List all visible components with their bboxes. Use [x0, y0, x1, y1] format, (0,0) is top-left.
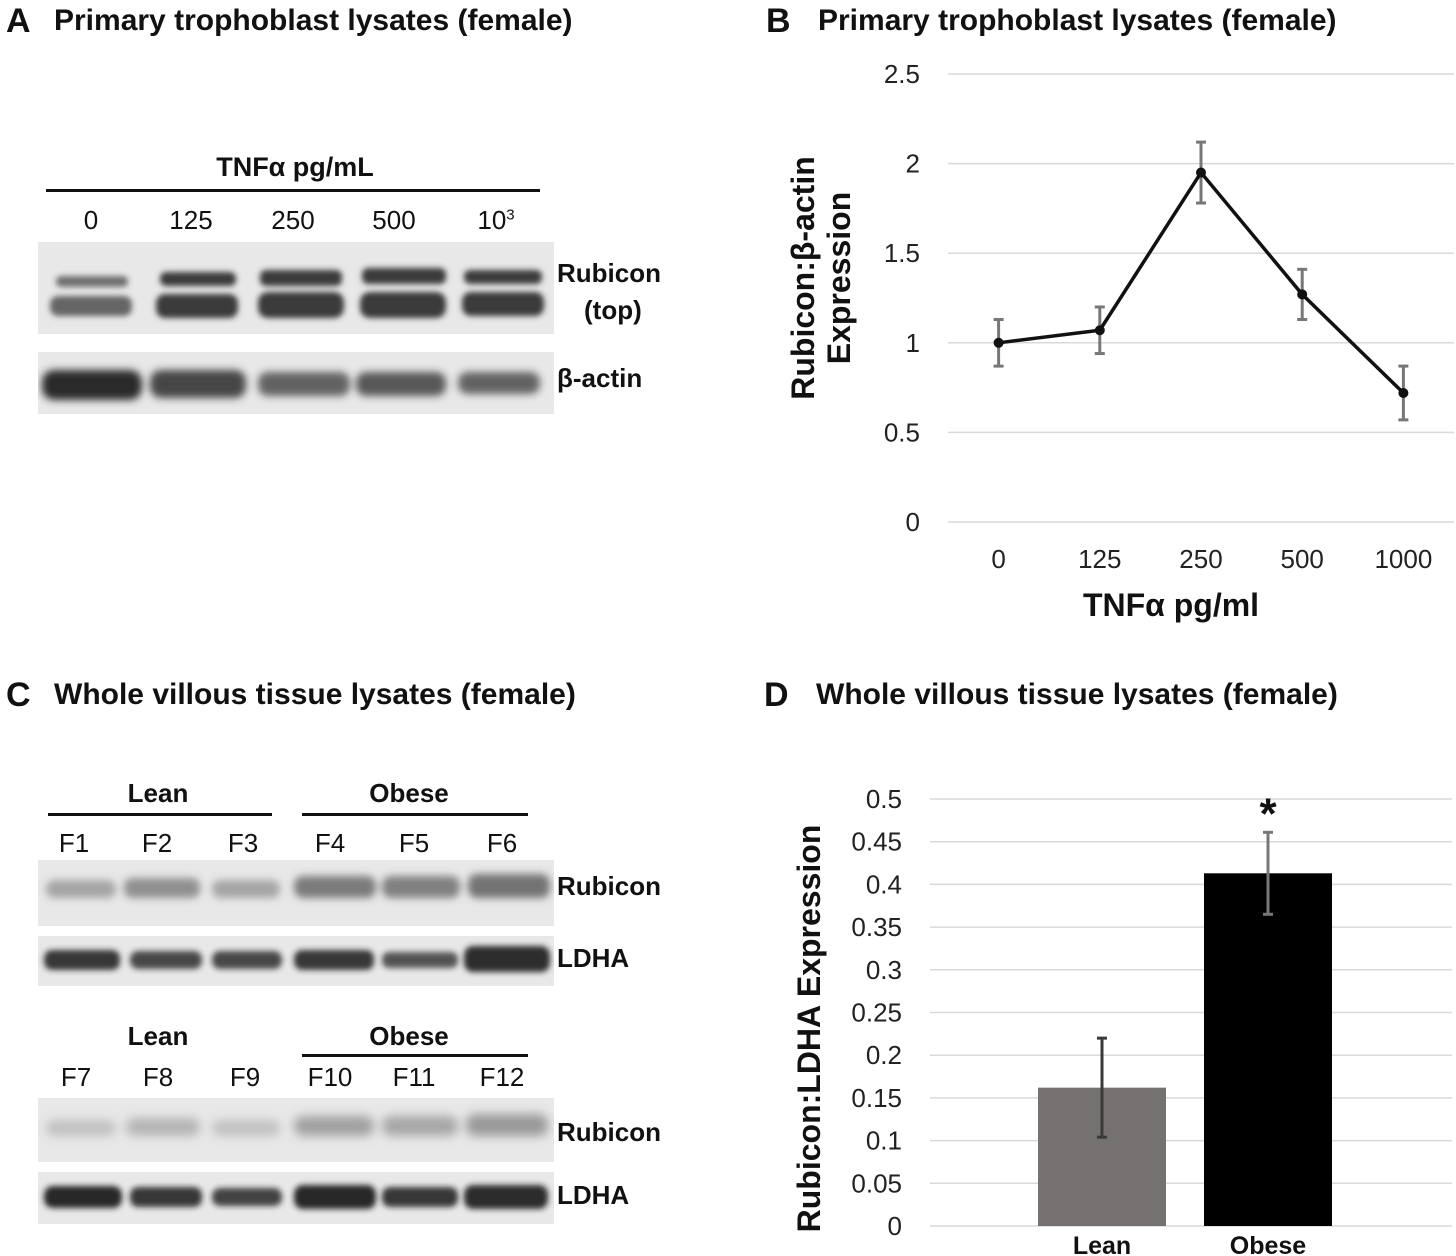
lane-label: F12 — [479, 1062, 525, 1092]
y-tick-label: 0.25 — [851, 998, 902, 1028]
data-point — [1297, 289, 1308, 300]
lean-group-label: Lean — [127, 778, 189, 808]
line-chart-b: 0 0.5 1 1.5 2 2.5 0 125 250 500 1000 TNFα pg/ml Rubi… — [785, 59, 1454, 623]
panel-d-letter: D — [764, 676, 789, 714]
rubicon-bands-a — [50, 268, 544, 318]
rubicon-blot-c1 — [38, 860, 554, 926]
lane-label: 125 — [169, 205, 213, 235]
y-tick-label: 1.5 — [884, 238, 920, 268]
panel-b-title: Primary trophoblast lysates (female) — [818, 4, 1337, 37]
lane-label: 500 — [372, 205, 416, 235]
y-tick-label: 0.3 — [866, 955, 902, 985]
lane-label: F11 — [392, 1062, 436, 1092]
obese-rule — [302, 1054, 528, 1057]
lane-label: F7 — [60, 1062, 92, 1092]
ldha-bands-c2 — [44, 1185, 548, 1209]
lane-label: F3 — [227, 828, 259, 858]
panel-a-letter: A — [6, 2, 31, 40]
obese-group-label: Obese — [369, 1021, 449, 1051]
y-tick-label: 0 — [888, 1211, 902, 1241]
rubicon-blot-a — [38, 242, 554, 334]
ldha-blot-c2 — [38, 1172, 554, 1224]
lane-label: F9 — [229, 1062, 261, 1092]
rubicon-top-label: (top) — [584, 295, 642, 325]
rubicon-bands-c2 — [46, 1114, 548, 1136]
rubicon-label-c2: Rubicon — [557, 1117, 661, 1147]
series-line — [998, 169, 1405, 395]
obese-group-label: Obese — [369, 778, 449, 808]
y-tick-label: 0.4 — [866, 869, 902, 899]
x-tick-label: 500 — [1281, 544, 1324, 574]
obese-rule — [302, 813, 528, 816]
tnf-treatment-label: TNFα pg/mL — [216, 152, 374, 182]
ldha-bands-c1 — [44, 946, 550, 972]
rubicon-label-c1: Rubicon — [557, 871, 661, 901]
significance-marker: * — [1259, 789, 1277, 838]
y-tick-label: 2 — [906, 149, 920, 179]
lane-label: F8 — [142, 1062, 174, 1092]
panel-b-letter: B — [766, 2, 791, 40]
y-tick-label: 0.05 — [851, 1168, 902, 1198]
y-tick-label: 0.35 — [851, 912, 902, 942]
x-tick-label: 250 — [1179, 544, 1222, 574]
y-tick-label: 0.15 — [851, 1083, 902, 1113]
bar-obese — [1204, 873, 1332, 1226]
rubicon-blot-c2 — [38, 1098, 554, 1162]
ldha-label-c1: LDHA — [557, 943, 630, 973]
panel-a-title: Primary trophoblast lysates (female) — [54, 4, 573, 37]
actin-bands-a — [42, 370, 540, 400]
data-point — [1094, 325, 1105, 336]
x-tick-label: 1000 — [1374, 544, 1432, 574]
data-point — [1196, 167, 1206, 178]
lane-label: 0 — [83, 205, 99, 235]
y-tick-label: 0.1 — [866, 1126, 902, 1156]
x-tick-label: 125 — [1078, 544, 1121, 574]
y-axis-label: Rubicon:LDHA Expression — [791, 825, 827, 1233]
lane-label: F1 — [58, 828, 90, 858]
ldha-blot-c1 — [38, 936, 554, 986]
lean-rule — [48, 813, 272, 816]
lean-group-label: Lean — [127, 1021, 189, 1051]
actin-label-a: β-actin — [557, 363, 643, 393]
actin-blot-a — [38, 352, 554, 414]
y-tick-label: 2.5 — [884, 59, 920, 89]
y-tick-label: 0.2 — [866, 1040, 902, 1070]
y-tick-label: 0.5 — [884, 417, 920, 447]
rubicon-bands-c1 — [46, 874, 550, 898]
data-point — [1398, 387, 1409, 398]
y-tick-label: 1 — [906, 328, 920, 358]
panel-c-title: Whole villous tissue lysates (female) — [54, 678, 576, 711]
lane-label: 250 — [271, 205, 315, 235]
lane-label: F10 — [307, 1062, 353, 1092]
x-tick-label: 0 — [991, 544, 1005, 574]
rubicon-label-a: Rubicon — [557, 258, 661, 288]
y-tick-label: 0.45 — [851, 827, 902, 857]
panel-d-title: Whole villous tissue lysates (female) — [816, 678, 1338, 711]
x-tick-label: Obese — [1230, 1232, 1307, 1256]
ldha-label-c2: LDHA — [557, 1180, 630, 1210]
x-axis-label: TNFα pg/ml — [1083, 587, 1259, 623]
lane-label: F5 — [398, 828, 430, 858]
lane-label: F2 — [141, 828, 173, 858]
y-tick-label: 0 — [906, 507, 920, 537]
data-point — [993, 337, 1004, 348]
panel-c-letter: C — [6, 676, 31, 714]
x-tick-label: Lean — [1073, 1232, 1131, 1256]
bar-chart-d: 0 0.05 0.1 0.15 0.2 0.25 0.3 0.35 0.4 0.45 0.5 Rubi… — [791, 784, 1452, 1256]
lane-label: F4 — [314, 828, 346, 858]
lane-label: F6 — [486, 828, 518, 858]
lane-label-1000: 103 — [477, 205, 515, 235]
y-tick-label: 0.5 — [866, 784, 902, 814]
treatment-rule — [46, 189, 540, 192]
y-axis-label: Rubicon:β-actinExpression — [785, 156, 857, 400]
